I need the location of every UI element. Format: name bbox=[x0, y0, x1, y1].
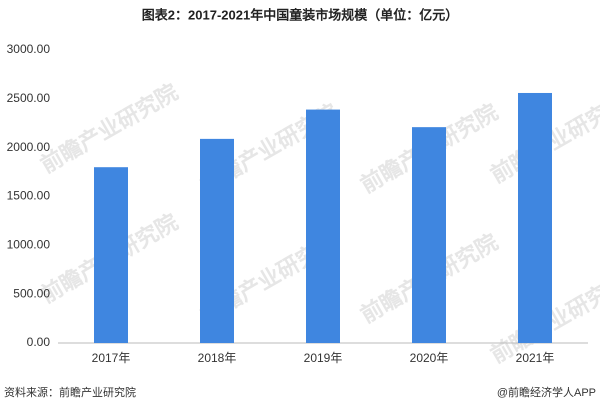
y-tick-label: 3000.00 bbox=[7, 42, 51, 56]
y-tick-label: 1500.00 bbox=[7, 189, 51, 203]
y-tick-label: 0.00 bbox=[27, 335, 51, 349]
bar bbox=[306, 109, 340, 344]
x-tick-label: 2021年 bbox=[516, 351, 555, 365]
source: 资料来源：前瞻产业研究院 bbox=[4, 385, 136, 399]
chart-title: 图表2：2017-2021年中国童装市场规模（单位：亿元） bbox=[142, 7, 458, 22]
x-tick-label: 2019年 bbox=[304, 351, 343, 365]
bar bbox=[200, 138, 234, 343]
x-tick-label: 2020年 bbox=[410, 351, 449, 365]
x-tick-label: 2017年 bbox=[92, 351, 131, 365]
y-tick-label: 1000.00 bbox=[7, 238, 51, 252]
x-tick-label: 2018年 bbox=[198, 351, 237, 365]
bar bbox=[94, 167, 128, 343]
credit: @前瞻经济学人APP bbox=[497, 385, 596, 399]
bar bbox=[518, 92, 552, 344]
y-tick-label: 2500.00 bbox=[7, 91, 51, 105]
y-tick-label: 2000.00 bbox=[7, 140, 51, 154]
watermark: 前瞻产业研究院 bbox=[36, 79, 182, 178]
bar bbox=[412, 127, 446, 343]
y-tick-label: 500.00 bbox=[13, 286, 50, 300]
